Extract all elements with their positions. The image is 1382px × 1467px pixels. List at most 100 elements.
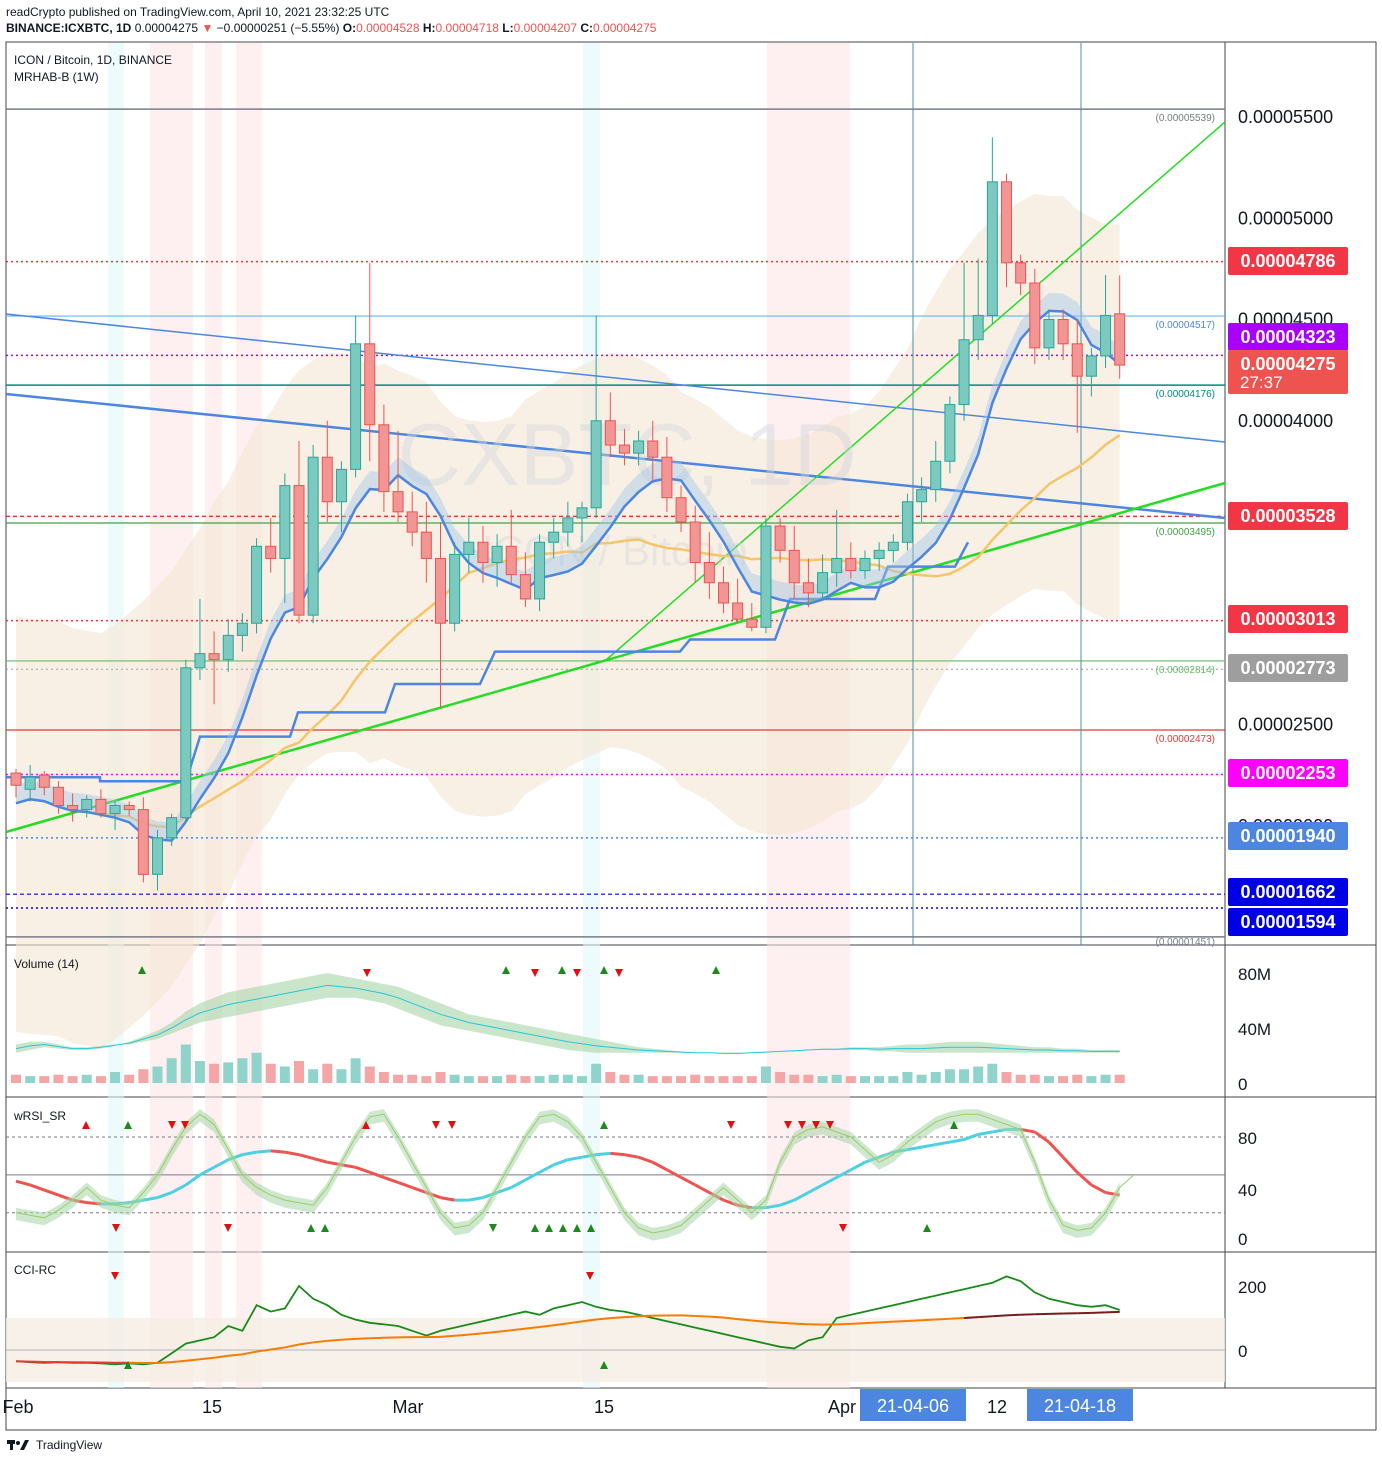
candle-body (24, 776, 36, 790)
rsi-signal-line (553, 1158, 569, 1167)
time-axis[interactable]: Feb 15 Mar 15 Apr 12 21-04-06 21-04-18 (2, 1389, 1133, 1421)
cci-ma-line (496, 1329, 512, 1333)
candle-body (137, 809, 149, 875)
cci-ma-line (695, 1315, 710, 1318)
cci-ma-line (553, 1322, 568, 1327)
watermark-big: ICXBTC, 1D (373, 405, 857, 504)
candle-body (505, 545, 517, 576)
cci-ma-line (567, 1320, 583, 1325)
rsi-signal-line (977, 1130, 993, 1136)
volume-bar (421, 1076, 432, 1083)
candle-body (1043, 319, 1055, 349)
price-badge-text: 0.00002773 (1240, 658, 1335, 678)
cci-up-arrow-icon (600, 1361, 608, 1369)
rsi-tick-label: 40 (1238, 1181, 1257, 1200)
volume-bar (435, 1072, 446, 1083)
candle-body (930, 460, 942, 491)
candle-body (760, 525, 772, 628)
candle-body (1100, 314, 1112, 357)
candle-body (873, 549, 885, 559)
cci-ma-line (794, 1322, 809, 1326)
volume-bar (407, 1074, 418, 1083)
candle-body (788, 549, 800, 584)
cci-line (15, 1275, 1120, 1366)
candle-body (477, 541, 489, 563)
volume-bar (845, 1076, 856, 1083)
volume-bar (959, 1069, 970, 1083)
rsi-down-arrow-icon (839, 1224, 847, 1232)
volume-bar (152, 1066, 163, 1083)
volume-tick-label: 80M (1238, 965, 1271, 984)
time-badge (1027, 1389, 1133, 1421)
volume-bar (987, 1063, 998, 1083)
cci-ma-line (596, 1317, 611, 1321)
price-badge-text: 0.00003528 (1240, 506, 1335, 526)
time-badge-text: 21-04-06 (877, 1396, 949, 1416)
price-tick-label: 0.00005000 (1238, 208, 1333, 228)
candle-body (703, 562, 715, 584)
heikin-line (15, 309, 1121, 842)
volume-tick-label: 0 (1238, 1075, 1247, 1094)
candle-body (817, 572, 829, 594)
close-value: 0.00004275 (134, 21, 199, 35)
cci-ma-line (539, 1324, 554, 1329)
rsi-up-arrow-icon (362, 1121, 370, 1129)
rsi-signal-line (312, 1157, 328, 1164)
rsi-up-arrow-icon (559, 1224, 567, 1232)
cci-ma-line (765, 1320, 781, 1324)
cci-ma-line (751, 1319, 767, 1323)
volume-bar (11, 1074, 21, 1083)
rsi-signal-line (850, 1160, 866, 1172)
rsi-signal-line (242, 1150, 257, 1157)
candle-body (887, 541, 899, 551)
rsi-up-arrow-icon (307, 1224, 315, 1232)
cci-ma-line (978, 1315, 993, 1319)
candle-body (972, 314, 984, 341)
candle-body (251, 545, 263, 624)
cci-ma-line (355, 1337, 370, 1340)
volume-bar (110, 1072, 121, 1083)
cci-down-arrow-icon (586, 1272, 594, 1280)
rsi-signal-line (935, 1140, 951, 1147)
cci-ma-line (228, 1353, 243, 1357)
candle-body (1057, 319, 1069, 345)
price-badge-text: 0.00004786 (1240, 251, 1335, 271)
candles[interactable] (10, 137, 1126, 891)
rsi-signal-line (440, 1196, 455, 1202)
volume-bar (180, 1044, 191, 1083)
rsi-signal-line (156, 1191, 173, 1200)
c-value: 0.00004275 (593, 21, 657, 35)
l-label: L: (502, 21, 514, 35)
candle-body (364, 343, 376, 426)
cci-ma-line (610, 1316, 625, 1320)
volume-bar (336, 1069, 347, 1083)
rsi-signal-line (468, 1196, 484, 1202)
cci-pane-title: CCI-RC (14, 1263, 56, 1277)
volume-bar (463, 1076, 474, 1083)
volume-bar (916, 1074, 927, 1083)
rsi-up-arrow-icon (950, 1121, 958, 1129)
cci-ma-line (468, 1332, 484, 1336)
cci-ma-line (270, 1346, 285, 1351)
rsi-signal-line (270, 1149, 285, 1154)
cci-ma-line (624, 1315, 639, 1319)
price-axis[interactable]: 0.000055000.000050000.000045000.00004000… (1228, 107, 1348, 936)
price-badge (1228, 759, 1348, 787)
rsi-up-arrow-icon (124, 1121, 132, 1129)
level-label: (0.00002814) (1156, 665, 1216, 676)
rsi-signal-line (949, 1138, 965, 1144)
cci-up-arrow-icon (124, 1361, 132, 1369)
rsi-signal-line (835, 1168, 852, 1179)
time-tick-label: Mar (393, 1397, 424, 1417)
rsi-signal-line (765, 1203, 781, 1210)
rsi-signal-line (29, 1183, 45, 1192)
o-label: O: (342, 21, 357, 35)
change-down-icon: ▼ (201, 21, 214, 35)
candle-body (222, 634, 234, 661)
candle-body (152, 837, 163, 875)
volume-bar (1100, 1074, 1111, 1083)
rsi-up-arrow-icon (531, 1224, 539, 1232)
rsi-signal-line (496, 1186, 512, 1194)
price-badge (1228, 908, 1348, 936)
